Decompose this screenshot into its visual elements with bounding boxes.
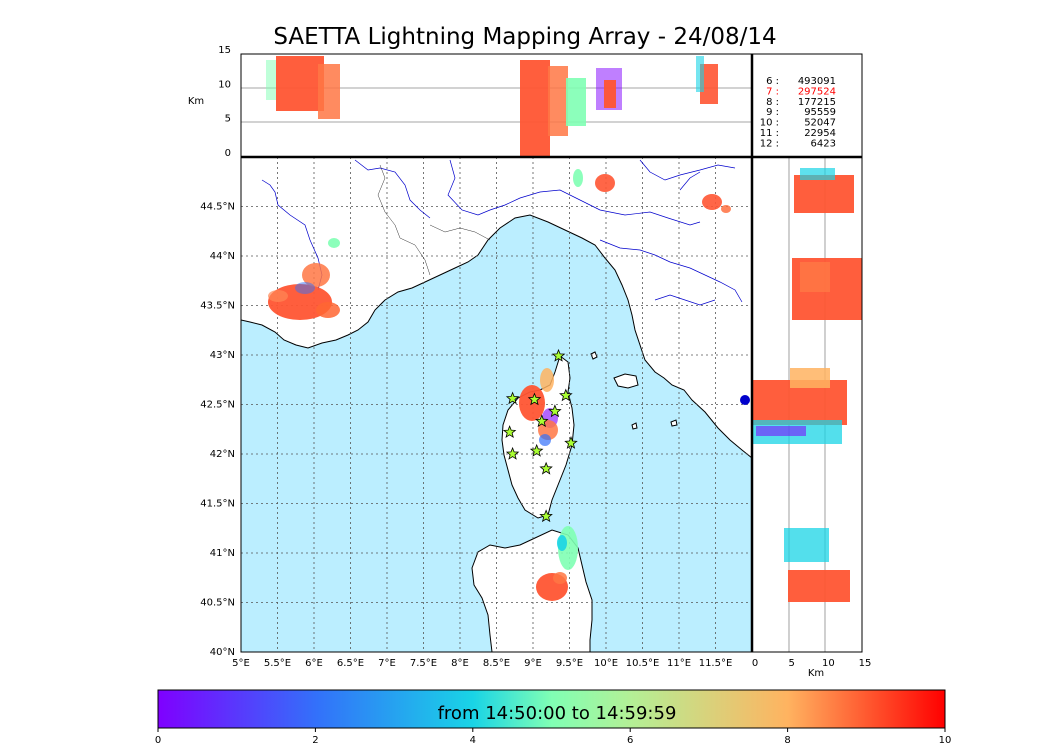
side-tick-label: 10 xyxy=(822,658,835,669)
lat-tick-label: 42°N xyxy=(210,449,235,460)
altitude-tick-label: 5 xyxy=(225,114,231,125)
stat-label: 10 : xyxy=(760,118,779,129)
station-star-icon xyxy=(505,446,520,460)
stat-value: 177215 xyxy=(798,97,836,108)
lon-tick-label: 9°E xyxy=(524,658,542,669)
lon-tick-label: 5°E xyxy=(232,658,250,669)
lon-altitude-panel: Km 15 10 5 0 xyxy=(188,45,753,159)
stat-label: 6 : xyxy=(766,76,779,87)
lat-tick-label: 43°N xyxy=(210,350,235,361)
stat-value: 297524 xyxy=(798,86,836,97)
stat-value: 52047 xyxy=(804,118,836,129)
station-star-icon xyxy=(548,404,562,418)
station-star-icon xyxy=(527,392,542,406)
lon-tick-label: 6.5°E xyxy=(337,658,364,669)
country-borders xyxy=(377,164,491,276)
map-panel: 5°E 5.5°E 6°E 6.5°E 7°E 7.5°E 8°E 8.5°E 9°E 9.5°E… xyxy=(200,156,753,669)
altitude-tick-label: 0 xyxy=(225,148,231,159)
colorbar-tick-label: 10 xyxy=(939,735,952,746)
side-tick-label: 0 xyxy=(752,658,758,669)
stat-label: 7 : xyxy=(766,86,779,97)
lon-tick-label: 11°E xyxy=(667,658,691,669)
lon-tick-label: 8°E xyxy=(451,658,469,669)
stat-value: 95559 xyxy=(804,107,836,118)
station-star-icon xyxy=(535,414,549,428)
pianosa-island xyxy=(631,422,638,430)
colorbar-label: from 14:50:00 to 14:59:59 xyxy=(438,703,677,724)
side-tick-label: 15 xyxy=(859,658,872,669)
altitude-tick-label: 10 xyxy=(218,79,231,90)
side-tick-label: 5 xyxy=(788,658,794,669)
lat-tick-label: 44.5°N xyxy=(200,202,235,213)
station-star-icon xyxy=(505,391,520,405)
station-star-icon xyxy=(564,436,578,449)
lat-tick-label: 40.5°N xyxy=(200,598,235,609)
lon-tick-label: 8.5°E xyxy=(483,658,510,669)
lon-tick-label: 5.5°E xyxy=(264,658,291,669)
time-colorbar: from 14:50:00 to 14:59:59 0 2 4 6 8 10 xyxy=(155,689,952,746)
mainland-landmass xyxy=(241,157,752,459)
giglio-island xyxy=(670,419,678,427)
station-stats-panel: 6 : 493091 7 : 297524 8 : 177215 9 : 95559 10 : 5… xyxy=(751,53,863,158)
colorbar-tick-label: 6 xyxy=(627,735,633,746)
lat-tick-label: 42.5°N xyxy=(200,400,235,411)
colorbar-tick-label: 2 xyxy=(312,735,318,746)
river-lines xyxy=(261,159,743,306)
station-star-icon xyxy=(529,443,544,457)
lat-tick-label: 41.5°N xyxy=(200,499,235,510)
top-ylabel: Km xyxy=(188,96,204,107)
colorbar-tick-label: 0 xyxy=(155,735,161,746)
lma-stations xyxy=(502,348,578,523)
station-star-icon xyxy=(559,388,573,402)
lat-tick-label: 44°N xyxy=(210,251,235,262)
stat-value: 22954 xyxy=(804,128,836,139)
side-xlabel: Km xyxy=(808,668,824,679)
capraia-island xyxy=(590,351,598,360)
lat-tick-labels: 40°N 40.5°N 41°N 41.5°N 42°N 42.5°N 43°N 43.5°N… xyxy=(200,202,235,659)
lon-tick-label: 10°E xyxy=(594,658,618,669)
lon-tick-label: 11.5°E xyxy=(699,658,733,669)
colorbar-tick-label: 4 xyxy=(470,735,476,746)
lat-tick-label: 43.5°N xyxy=(200,301,235,312)
chart-title: SAETTA Lightning Mapping Array - 24/08/1… xyxy=(273,24,777,50)
altitude-tick-labels: 15 10 5 0 xyxy=(218,45,231,159)
lon-tick-label: 10.5°E xyxy=(626,658,660,669)
lon-tick-label: 6°E xyxy=(305,658,323,669)
station-star-icon xyxy=(502,425,517,439)
elba-island xyxy=(613,373,639,389)
lon-tick-label: 7°E xyxy=(378,658,396,669)
lightning-clusters-side xyxy=(752,168,862,602)
map-gridlines xyxy=(241,157,752,652)
station-star-icon xyxy=(539,461,553,475)
station-star-icon xyxy=(539,509,553,523)
stat-value: 6423 xyxy=(811,138,836,149)
stat-label: 11 : xyxy=(760,128,779,139)
stat-label: 12 : xyxy=(760,138,779,149)
lon-tick-label: 7.5°E xyxy=(410,658,437,669)
stat-label: 8 : xyxy=(766,97,779,108)
lat-altitude-panel: Km 0 5 10 15 xyxy=(751,156,872,679)
station-star-icon xyxy=(551,348,566,362)
lon-tick-labels: 5°E 5.5°E 6°E 6.5°E 7°E 7.5°E 8°E 8.5°E 9°E 9.5°E… xyxy=(232,658,732,669)
lat-tick-label: 41°N xyxy=(210,548,235,559)
lightning-clusters-altitude xyxy=(266,56,718,157)
side-tick-labels: 0 5 10 15 xyxy=(752,658,872,669)
altitude-tick-label: 15 xyxy=(218,45,231,56)
colorbar-tick-label: 8 xyxy=(784,735,790,746)
colorbar-tick-labels: 0 2 4 6 8 10 xyxy=(155,728,952,746)
stat-value: 493091 xyxy=(798,76,836,87)
lon-tick-label: 9.5°E xyxy=(556,658,583,669)
stat-label: 9 : xyxy=(766,107,779,118)
lat-tick-label: 40°N xyxy=(210,647,235,658)
